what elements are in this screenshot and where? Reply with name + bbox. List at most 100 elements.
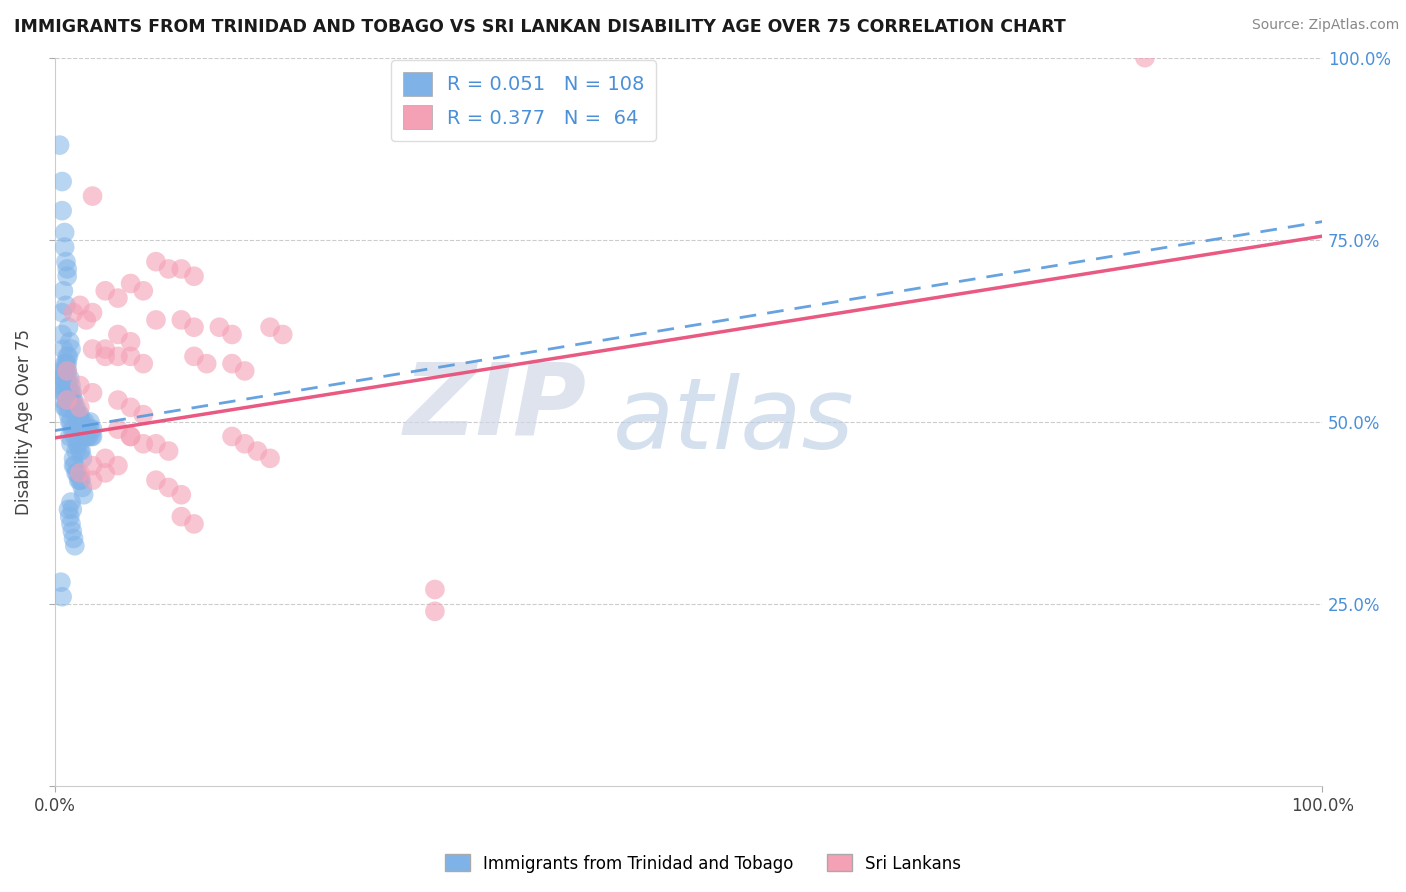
Point <box>82 458 104 473</box>
Point <box>66 436 89 450</box>
Point <box>70 473 93 487</box>
Point <box>94 451 117 466</box>
Point <box>52 392 75 407</box>
Point <box>170 261 193 276</box>
Point <box>60 516 83 531</box>
Point <box>67 436 90 450</box>
Point <box>69 298 91 312</box>
Point <box>259 320 281 334</box>
Point <box>69 444 91 458</box>
Point <box>62 422 84 436</box>
Point <box>77 429 100 443</box>
Point <box>132 436 155 450</box>
Point <box>423 604 446 618</box>
Point <box>73 422 96 436</box>
Point <box>52 385 75 400</box>
Point <box>94 342 117 356</box>
Point <box>56 357 79 371</box>
Point <box>60 378 83 392</box>
Point <box>69 378 91 392</box>
Point <box>56 392 79 407</box>
Point <box>63 539 86 553</box>
Point <box>55 357 77 371</box>
Point <box>62 305 84 319</box>
Point <box>145 254 167 268</box>
Point <box>69 415 91 429</box>
Point <box>73 415 96 429</box>
Y-axis label: Disability Age Over 75: Disability Age Over 75 <box>15 329 32 515</box>
Point <box>53 240 76 254</box>
Point <box>73 488 96 502</box>
Point <box>82 305 104 319</box>
Point <box>67 408 90 422</box>
Point <box>59 334 82 349</box>
Point <box>67 415 90 429</box>
Point <box>60 422 83 436</box>
Point <box>75 313 97 327</box>
Point <box>65 466 87 480</box>
Point <box>59 385 82 400</box>
Point <box>51 305 73 319</box>
Point <box>183 516 205 531</box>
Point <box>259 451 281 466</box>
Point <box>56 349 79 363</box>
Point <box>60 436 83 450</box>
Point <box>48 138 70 153</box>
Point <box>60 502 83 516</box>
Point <box>145 473 167 487</box>
Point <box>76 422 98 436</box>
Point <box>157 261 180 276</box>
Point <box>170 488 193 502</box>
Legend: R = 0.051   N = 108, R = 0.377   N =  64: R = 0.051 N = 108, R = 0.377 N = 64 <box>391 60 657 141</box>
Point <box>51 364 73 378</box>
Point <box>66 415 89 429</box>
Point <box>58 378 80 392</box>
Point <box>221 327 243 342</box>
Text: ZIP: ZIP <box>404 359 588 456</box>
Point <box>55 401 77 415</box>
Point <box>67 473 90 487</box>
Point <box>49 575 72 590</box>
Point <box>69 408 91 422</box>
Point <box>221 357 243 371</box>
Point <box>52 284 75 298</box>
Point <box>120 349 142 363</box>
Point <box>70 422 93 436</box>
Point <box>1133 51 1156 65</box>
Point <box>132 408 155 422</box>
Point <box>120 401 142 415</box>
Point <box>53 385 76 400</box>
Point <box>76 429 98 443</box>
Point <box>58 408 80 422</box>
Point <box>56 364 79 378</box>
Point <box>58 349 80 363</box>
Point <box>59 429 82 443</box>
Point <box>70 415 93 429</box>
Point <box>65 408 87 422</box>
Point <box>58 502 80 516</box>
Point <box>63 429 86 443</box>
Point <box>94 349 117 363</box>
Point <box>72 422 94 436</box>
Point <box>145 313 167 327</box>
Point <box>60 385 83 400</box>
Point <box>120 334 142 349</box>
Point <box>107 422 129 436</box>
Point <box>55 364 77 378</box>
Point <box>73 422 96 436</box>
Point <box>79 415 101 429</box>
Point <box>51 378 73 392</box>
Point <box>52 371 75 385</box>
Point <box>72 480 94 494</box>
Point <box>107 327 129 342</box>
Point <box>49 378 72 392</box>
Point <box>132 284 155 298</box>
Point <box>145 436 167 450</box>
Point <box>233 364 256 378</box>
Point <box>107 349 129 363</box>
Point <box>53 357 76 371</box>
Point <box>271 327 294 342</box>
Point <box>53 364 76 378</box>
Point <box>52 342 75 356</box>
Point <box>49 371 72 385</box>
